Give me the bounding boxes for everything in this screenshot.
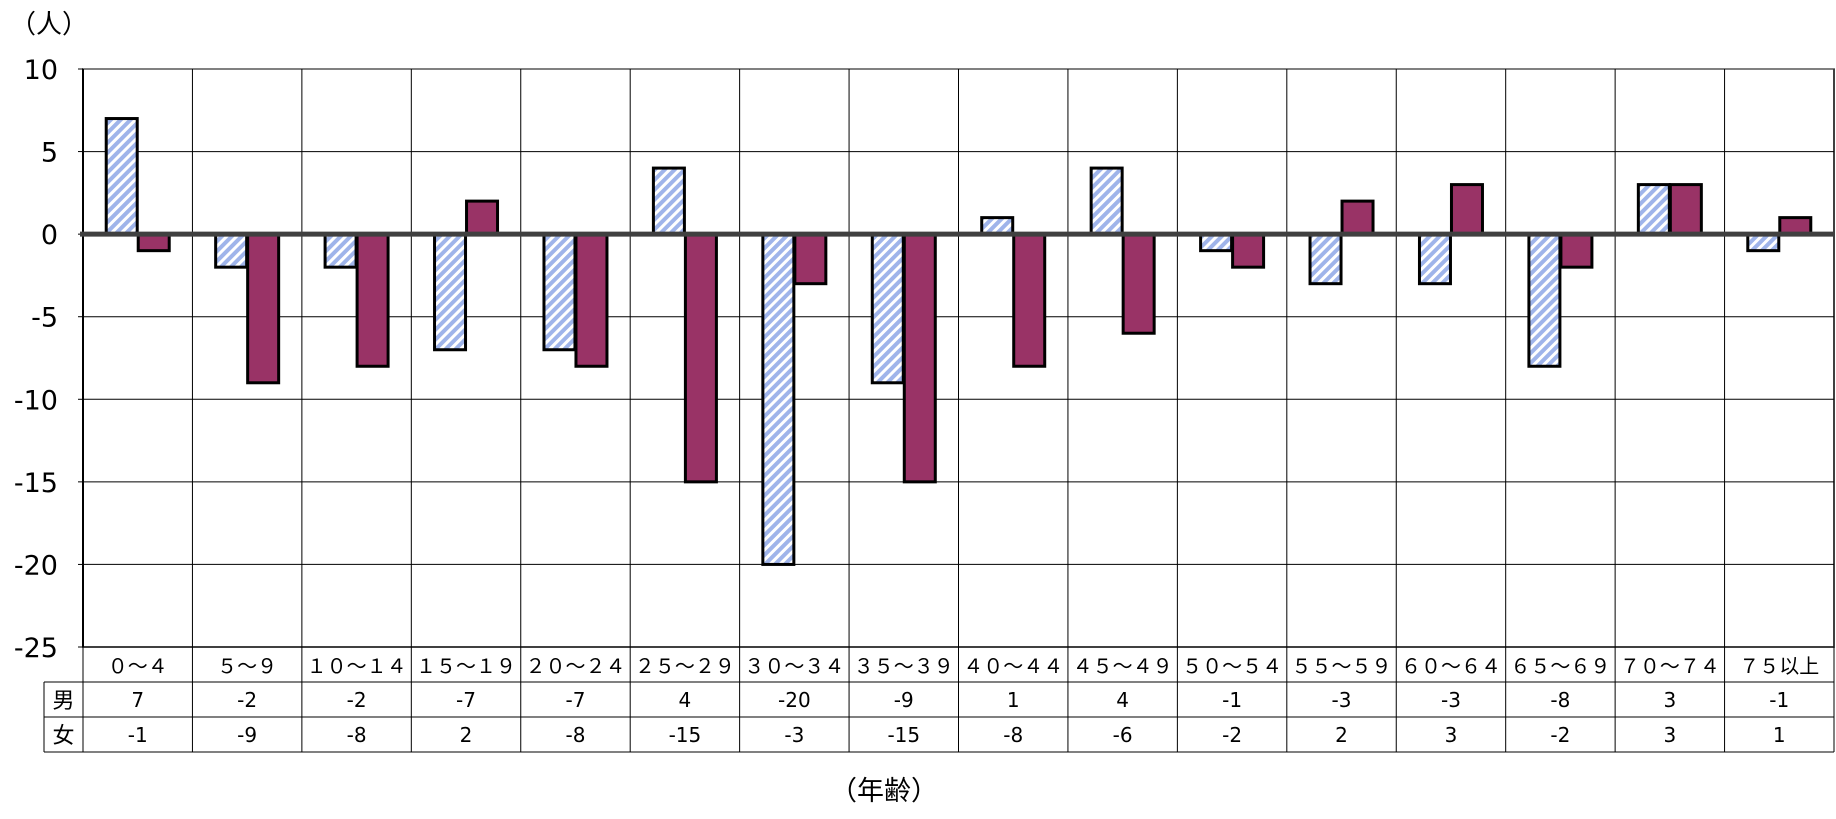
data-label: -7 bbox=[565, 688, 585, 712]
y-axis-unit-label: （人） bbox=[10, 10, 88, 40]
y-tick-label: -20 bbox=[14, 550, 58, 581]
data-label: -3 bbox=[1441, 688, 1461, 712]
legend-series-name: 女 bbox=[52, 724, 74, 749]
bar-female bbox=[355, 232, 390, 368]
data-label: 3 bbox=[1663, 723, 1676, 747]
data-table: ０～４ ５～９ １０～１４ １５～１９ ２０～２４ ２５～２９ ３０～３４ ３５～３９ ４０～４… bbox=[43, 646, 1835, 753]
data-label: -2 bbox=[1550, 723, 1570, 747]
x-category-label: ３５～３９ bbox=[854, 654, 954, 678]
data-label: -8 bbox=[1003, 723, 1023, 747]
bar-female bbox=[1231, 232, 1266, 269]
data-label: -6 bbox=[1113, 723, 1133, 747]
x-category-label: ４０～４４ bbox=[963, 654, 1063, 678]
bar-male bbox=[1527, 232, 1562, 368]
data-label: 7 bbox=[131, 688, 144, 712]
data-label: -1 bbox=[1222, 688, 1242, 712]
bar-female bbox=[574, 232, 609, 368]
y-tick-label: 10 bbox=[24, 55, 58, 86]
x-category-label: ７０～７４ bbox=[1620, 654, 1720, 678]
bar-male bbox=[1308, 232, 1343, 286]
x-category-label: １５～１９ bbox=[416, 654, 516, 678]
y-tick-label: 5 bbox=[41, 138, 58, 169]
data-label: 4 bbox=[1116, 688, 1129, 712]
data-label: -1 bbox=[128, 723, 148, 747]
data-label: 4 bbox=[679, 688, 692, 712]
data-label: -9 bbox=[237, 723, 257, 747]
data-label: -15 bbox=[887, 723, 920, 747]
data-label: -8 bbox=[565, 723, 585, 747]
bar-female bbox=[465, 199, 500, 236]
x-axis-label: （年齢） bbox=[830, 776, 938, 807]
data-label: -8 bbox=[347, 723, 367, 747]
data-label: -8 bbox=[1550, 688, 1570, 712]
x-category-label: ６５～６９ bbox=[1510, 654, 1610, 678]
bar-male bbox=[104, 117, 139, 236]
data-label: -7 bbox=[456, 688, 476, 712]
x-category-label: １０～１４ bbox=[307, 654, 407, 678]
data-label: -2 bbox=[347, 688, 367, 712]
data-label: -9 bbox=[894, 688, 914, 712]
bar-male bbox=[870, 232, 905, 385]
bar-female bbox=[902, 232, 937, 484]
bar-female bbox=[1012, 232, 1047, 368]
data-label: 3 bbox=[1445, 723, 1458, 747]
data-label: 1 bbox=[1773, 723, 1786, 747]
data-label: -2 bbox=[237, 688, 257, 712]
grid bbox=[82, 68, 1835, 752]
bar-female bbox=[683, 232, 718, 484]
bar-male bbox=[214, 232, 249, 269]
bar-male bbox=[1417, 232, 1452, 286]
x-category-label: ０～４ bbox=[108, 654, 168, 678]
x-category-label: ４５～４９ bbox=[1073, 654, 1173, 678]
x-category-label: ３０～３４ bbox=[744, 654, 844, 678]
bar-male bbox=[542, 232, 577, 352]
bar-male bbox=[1636, 183, 1671, 236]
y-tick-label: 0 bbox=[41, 220, 58, 251]
x-category-label: ７５以上 bbox=[1739, 654, 1819, 678]
bar-female bbox=[246, 232, 281, 385]
y-tick-label: -10 bbox=[14, 385, 58, 416]
bar-male bbox=[433, 232, 468, 352]
bars bbox=[104, 117, 1813, 566]
bar-female bbox=[1121, 232, 1156, 335]
data-label: -20 bbox=[778, 688, 811, 712]
data-label: -15 bbox=[669, 723, 702, 747]
y-tick-label: -25 bbox=[14, 633, 58, 664]
bar-male bbox=[323, 232, 358, 269]
legend-series-name: 男 bbox=[52, 689, 74, 714]
bar-female bbox=[1340, 199, 1375, 236]
bar-male bbox=[761, 232, 796, 566]
y-tick-label: -5 bbox=[31, 303, 58, 334]
y-tick-label: -15 bbox=[14, 468, 58, 499]
x-category-label: ５５～５９ bbox=[1292, 654, 1392, 678]
bar-female bbox=[1559, 232, 1594, 269]
bar-female bbox=[1668, 183, 1703, 236]
bar-male bbox=[651, 166, 686, 236]
data-label: 1 bbox=[1007, 688, 1020, 712]
data-label: -3 bbox=[784, 723, 804, 747]
data-label: -2 bbox=[1222, 723, 1242, 747]
bar-female bbox=[793, 232, 828, 286]
data-label: 2 bbox=[1335, 723, 1348, 747]
x-category-label: ２５～２９ bbox=[635, 654, 735, 678]
data-label: -1 bbox=[1769, 688, 1789, 712]
x-category-label: ２０～２４ bbox=[525, 654, 625, 678]
data-label: 2 bbox=[460, 723, 473, 747]
data-label: -3 bbox=[1332, 688, 1352, 712]
x-category-label: ５０～５４ bbox=[1182, 654, 1282, 678]
data-label: 3 bbox=[1663, 688, 1676, 712]
bar-male bbox=[1089, 166, 1124, 236]
axes: 10 5 0 -5 -10 -15 -20 -25 bbox=[14, 55, 1834, 664]
x-category-label: ５～９ bbox=[217, 654, 277, 678]
bar-female bbox=[1449, 183, 1484, 236]
x-category-label: ６０～６４ bbox=[1401, 654, 1501, 678]
